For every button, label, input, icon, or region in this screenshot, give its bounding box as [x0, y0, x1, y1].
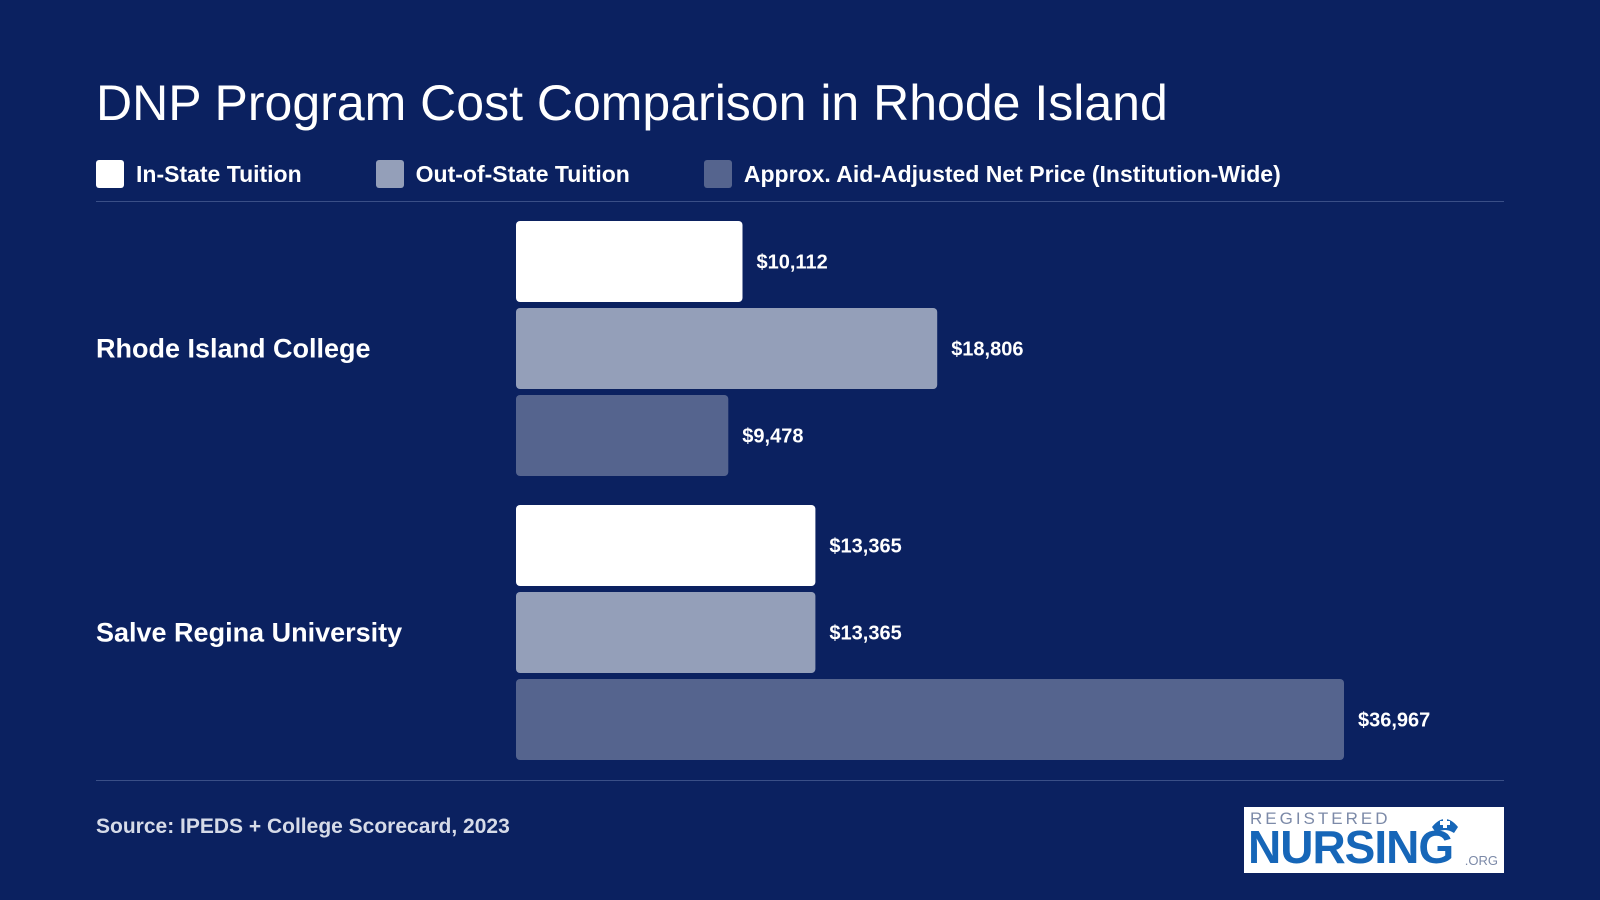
legend-item-out-of-state: Out-of-State Tuition	[375, 160, 630, 188]
value-label-rhode-island-college-in-state: $10,112	[757, 252, 828, 274]
legend-item-in-state: In-State Tuition	[96, 160, 302, 188]
legend-swatch-net-price	[703, 160, 732, 188]
legend-item-net-price: Approx. Aid-Adjusted Net Price (Institut…	[703, 160, 1281, 188]
bar-rhode-island-college-in-state	[516, 221, 743, 302]
category-label-rhode-island-college: Rhode Island College	[96, 334, 371, 364]
chart-legend: In-State Tuition Out-of-State Tuition Ap…	[96, 158, 1355, 190]
bar-rhode-island-college-out-of-state	[516, 308, 938, 389]
legend-label-in-state: In-State Tuition	[136, 160, 302, 187]
logo-top-text: REGISTERED	[1250, 809, 1391, 828]
logo-suffix-text: .ORG	[1464, 853, 1498, 868]
legend-label-out-of-state: Out-of-State Tuition	[415, 160, 630, 187]
bar-salve-regina-university-net-price	[516, 679, 1344, 760]
value-label-salve-regina-university-net-price: $36,967	[1358, 710, 1430, 732]
legend-label-net-price: Approx. Aid-Adjusted Net Price (Institut…	[743, 160, 1281, 187]
legend-swatch-in-state	[96, 160, 124, 188]
value-label-rhode-island-college-out-of-state: $18,806	[951, 339, 1023, 361]
source-note: Source: IPEDS + College Scorecard, 2023	[96, 815, 510, 838]
bar-salve-regina-university-out-of-state	[516, 592, 816, 673]
divider-top	[96, 201, 1504, 202]
value-label-salve-regina-university-in-state: $13,365	[829, 536, 901, 558]
chart-title: DNP Program Cost Comparison in Rhode Isl…	[96, 75, 1168, 131]
value-label-salve-regina-university-out-of-state: $13,365	[829, 623, 901, 645]
bar-rhode-island-college-net-price	[516, 395, 729, 476]
bar-salve-regina-university-in-state	[516, 505, 816, 586]
legend-swatch-out-of-state	[375, 160, 404, 188]
nurse-cap-icon	[1432, 818, 1458, 833]
value-label-rhode-island-college-net-price: $9,478	[742, 426, 803, 448]
logo-main-text: NURSING	[1248, 821, 1454, 873]
registered-nursing-logo: REGISTERED NURSING .ORG	[1244, 807, 1504, 873]
divider-bottom	[96, 780, 1504, 781]
category-label-salve-regina-university: Salve Regina University	[96, 618, 402, 648]
